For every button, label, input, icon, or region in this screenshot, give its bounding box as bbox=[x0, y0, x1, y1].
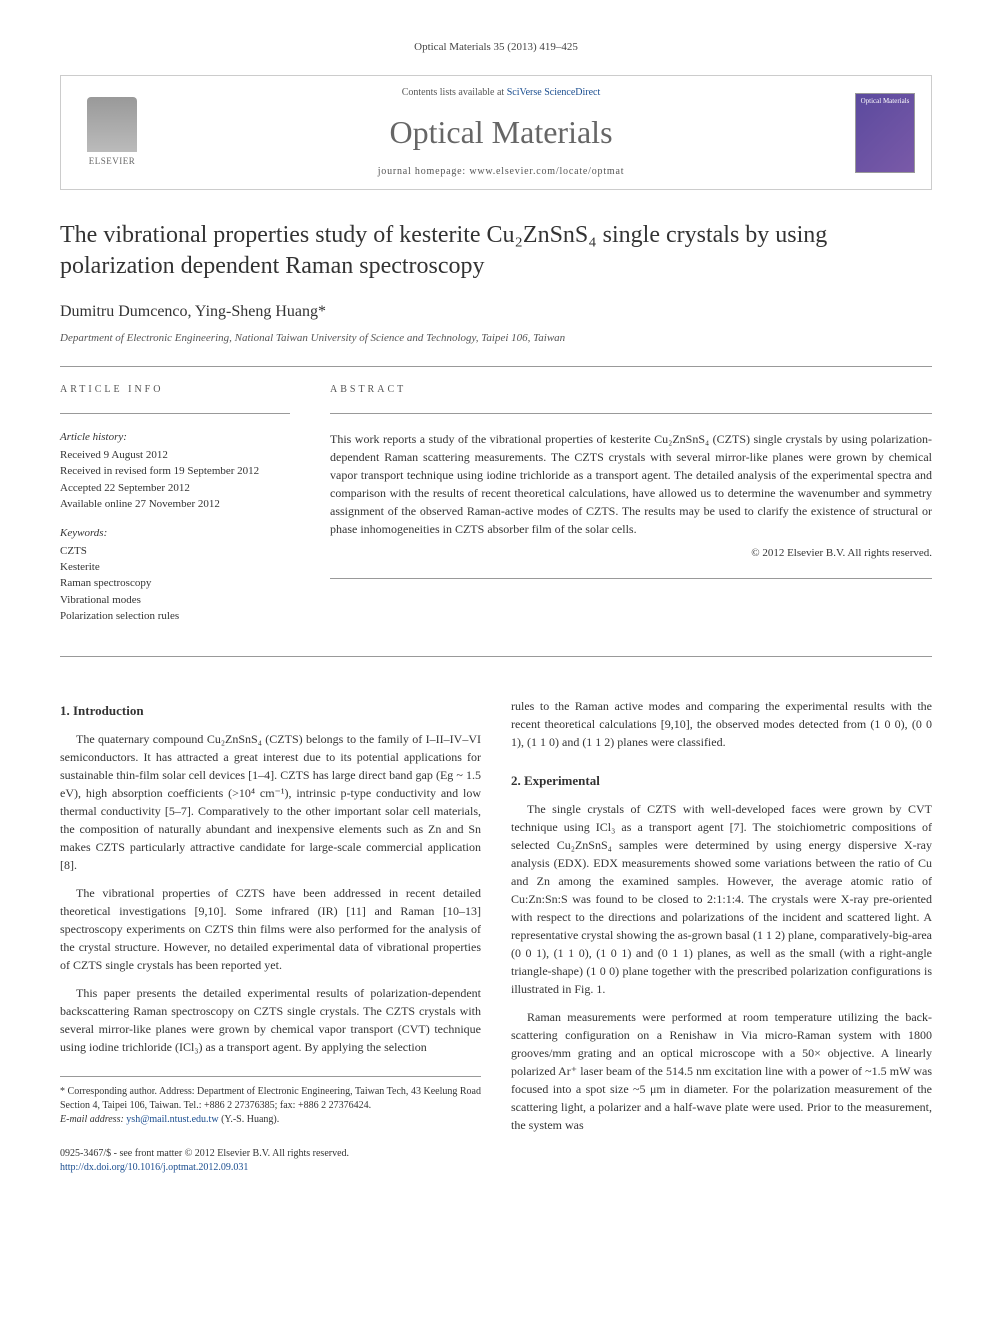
divider bbox=[330, 413, 932, 414]
corr-text: * Corresponding author. Address: Departm… bbox=[60, 1085, 481, 1113]
history-item: Received in revised form 19 September 20… bbox=[60, 464, 290, 479]
divider bbox=[60, 656, 932, 657]
intro-paragraph: The vibrational properties of CZTS have … bbox=[60, 884, 481, 974]
email-link[interactable]: ysh@mail.ntust.edu.tw bbox=[126, 1114, 218, 1125]
left-column: 1. Introduction The quaternary compound … bbox=[60, 697, 481, 1176]
bottom-metadata: 0925-3467/$ - see front matter © 2012 El… bbox=[60, 1147, 481, 1175]
introduction-heading: 1. Introduction bbox=[60, 701, 481, 721]
keyword-item: Raman spectroscopy bbox=[60, 576, 290, 591]
corresponding-author-footnote: * Corresponding author. Address: Departm… bbox=[60, 1076, 481, 1127]
abstract-column: ABSTRACT This work reports a study of th… bbox=[330, 383, 932, 625]
history-label: Article history: bbox=[60, 430, 290, 445]
header-center: Contents lists available at SciVerse Sci… bbox=[147, 86, 855, 179]
authors: Dumitru Dumcenco, Ying-Sheng Huang* bbox=[60, 301, 932, 323]
sciencedirect-link[interactable]: SciVerse ScienceDirect bbox=[507, 87, 601, 98]
publisher-name: ELSEVIER bbox=[89, 155, 136, 168]
contents-line: Contents lists available at SciVerse Sci… bbox=[147, 86, 855, 100]
keyword-item: Kesterite bbox=[60, 560, 290, 575]
keyword-item: Vibrational modes bbox=[60, 593, 290, 608]
right-column: rules to the Raman active modes and comp… bbox=[511, 697, 932, 1176]
email-line: E-mail address: ysh@mail.ntust.edu.tw (Y… bbox=[60, 1113, 481, 1127]
journal-citation: Optical Materials 35 (2013) 419–425 bbox=[60, 40, 932, 55]
intro-paragraph: This paper presents the detailed experim… bbox=[60, 984, 481, 1056]
article-info-label: ARTICLE INFO bbox=[60, 383, 290, 397]
experimental-paragraph: The single crystals of CZTS with well-de… bbox=[511, 800, 932, 998]
elsevier-logo: ELSEVIER bbox=[77, 93, 147, 173]
doi-link[interactable]: http://dx.doi.org/10.1016/j.optmat.2012.… bbox=[60, 1162, 248, 1173]
intro-paragraph-continuation: rules to the Raman active modes and comp… bbox=[511, 697, 932, 751]
info-abstract-row: ARTICLE INFO Article history: Received 9… bbox=[60, 383, 932, 625]
corresponding-star: * bbox=[318, 303, 326, 320]
abstract-copyright: © 2012 Elsevier B.V. All rights reserved… bbox=[330, 546, 932, 561]
keyword-item: Polarization selection rules bbox=[60, 609, 290, 624]
article-info-column: ARTICLE INFO Article history: Received 9… bbox=[60, 383, 290, 625]
author-names: Dumitru Dumcenco, Ying-Sheng Huang bbox=[60, 303, 318, 320]
divider bbox=[330, 578, 932, 579]
issn-line: 0925-3467/$ - see front matter © 2012 El… bbox=[60, 1147, 481, 1161]
intro-paragraph: The quaternary compound Cu₂ZnSnS₄ (CZTS)… bbox=[60, 730, 481, 874]
divider bbox=[60, 413, 290, 414]
journal-cover-thumbnail: Optical Materials bbox=[855, 93, 915, 173]
journal-title: Optical Materials bbox=[147, 110, 855, 155]
homepage-prefix: journal homepage: bbox=[378, 166, 470, 177]
abstract-text: This work reports a study of the vibrati… bbox=[330, 430, 932, 538]
abstract-label: ABSTRACT bbox=[330, 383, 932, 397]
email-suffix: (Y.-S. Huang). bbox=[219, 1114, 280, 1125]
history-item: Accepted 22 September 2012 bbox=[60, 481, 290, 496]
history-item: Received 9 August 2012 bbox=[60, 448, 290, 463]
email-label: E-mail address: bbox=[60, 1114, 126, 1125]
article-title: The vibrational properties study of kest… bbox=[60, 220, 932, 282]
cover-label: Optical Materials bbox=[856, 97, 914, 107]
affiliation: Department of Electronic Engineering, Na… bbox=[60, 331, 932, 346]
experimental-heading: 2. Experimental bbox=[511, 771, 932, 791]
contents-prefix: Contents lists available at bbox=[402, 87, 507, 98]
journal-header: ELSEVIER Contents lists available at Sci… bbox=[60, 75, 932, 190]
divider bbox=[60, 366, 932, 367]
keywords-label: Keywords: bbox=[60, 526, 290, 541]
keyword-item: CZTS bbox=[60, 544, 290, 559]
experimental-paragraph: Raman measurements were performed at roo… bbox=[511, 1008, 932, 1134]
homepage-line: journal homepage: www.elsevier.com/locat… bbox=[147, 165, 855, 179]
history-item: Available online 27 November 2012 bbox=[60, 497, 290, 512]
homepage-url: www.elsevier.com/locate/optmat bbox=[469, 166, 624, 177]
body-columns: 1. Introduction The quaternary compound … bbox=[60, 697, 932, 1176]
elsevier-tree-icon bbox=[87, 97, 137, 152]
